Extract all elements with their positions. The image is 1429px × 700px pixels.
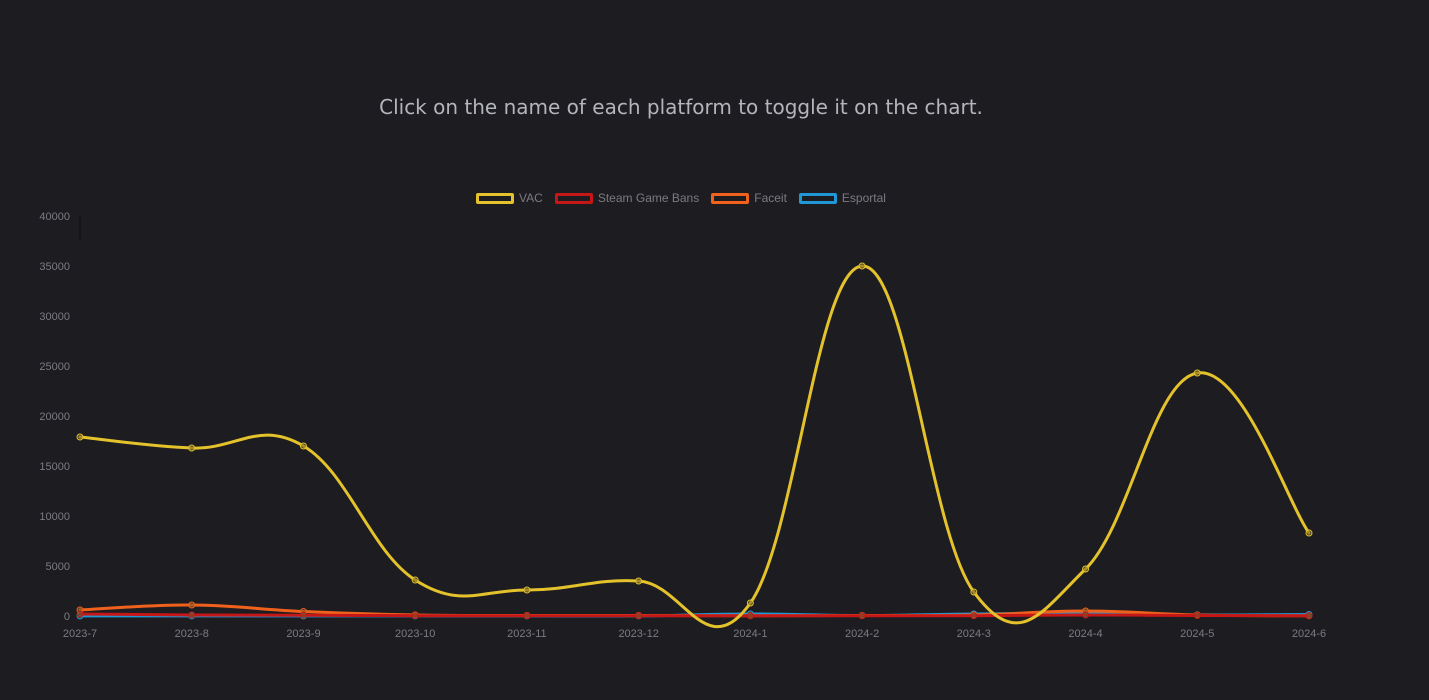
data-point-steam-game-bans[interactable] [1082, 611, 1090, 619]
legend-label-faceit: Faceit [754, 191, 787, 205]
x-axis: 2023-7 2023-8 2023-9 2023-10 2023-11 2023-12 2… [63, 628, 1326, 640]
data-point-vac[interactable] [635, 577, 643, 585]
y-tick-label: 0 [64, 611, 70, 623]
y-tick-label: 5000 [46, 561, 70, 573]
series-vac [76, 262, 1313, 629]
series-line-vac [78, 264, 1311, 629]
x-tick-label: 2024-3 [957, 628, 991, 640]
x-tick-label: 2024-6 [1292, 628, 1326, 640]
data-point-steam-game-bans[interactable] [411, 612, 419, 620]
y-tick-label: 25000 [39, 361, 70, 373]
data-point-vac[interactable] [1193, 369, 1201, 377]
data-point-steam-game-bans[interactable] [76, 610, 84, 618]
data-point-steam-game-bans[interactable] [299, 611, 307, 619]
x-tick-label: 2023-11 [507, 628, 547, 640]
x-tick-label: 2024-2 [845, 628, 879, 640]
legend-swatch-vac [476, 192, 515, 204]
data-point-steam-game-bans[interactable] [188, 611, 196, 619]
series-layer [76, 262, 1313, 629]
legend-label-vac: VAC [519, 191, 543, 205]
data-point-vac[interactable] [858, 262, 866, 270]
legend-swatch-steam-game-bans [554, 192, 593, 204]
chart-legend: VAC Steam Game Bans Faceit Esportal [0, 191, 1362, 205]
data-point-vac[interactable] [76, 433, 84, 441]
x-tick-label: 2024-5 [1180, 628, 1214, 640]
x-tick-label: 2023-8 [175, 628, 209, 640]
x-tick-label: 2024-4 [1068, 628, 1102, 640]
x-tick-label: 2023-9 [286, 628, 320, 640]
y-tick-label: 20000 [39, 411, 70, 423]
chart-instruction: Click on the name of each platform to to… [379, 95, 983, 119]
data-point-steam-game-bans[interactable] [858, 612, 866, 620]
legend-item-faceit[interactable]: Faceit [711, 191, 787, 205]
y-tick-label: 35000 [39, 261, 70, 273]
data-point-vac[interactable] [523, 586, 531, 594]
y-tick-label: 40000 [39, 211, 70, 223]
x-tick-label: 2023-12 [618, 628, 658, 640]
legend-item-esportal[interactable]: Esportal [798, 191, 886, 205]
x-tick-label: 2023-7 [63, 628, 97, 640]
data-point-steam-game-bans[interactable] [1305, 612, 1313, 620]
y-tick-label: 15000 [39, 461, 70, 473]
x-tick-label: 2023-10 [395, 628, 435, 640]
legend-swatch-faceit [711, 192, 750, 204]
data-point-vac[interactable] [1305, 529, 1313, 537]
data-point-vac[interactable] [970, 588, 978, 596]
data-point-vac[interactable] [299, 442, 307, 450]
data-point-vac[interactable] [411, 576, 419, 584]
legend-item-steam-game-bans[interactable]: Steam Game Bans [554, 191, 700, 205]
data-point-steam-game-bans[interactable] [1193, 612, 1201, 619]
data-point-steam-game-bans[interactable] [746, 612, 754, 620]
x-tick-label: 2024-1 [733, 628, 767, 640]
y-tick-label: 30000 [39, 311, 70, 323]
data-point-steam-game-bans[interactable] [523, 612, 531, 620]
y-axis: 0 5000 10000 15000 20000 25000 30000 35000 40000 [39, 211, 81, 623]
legend-swatch-esportal [798, 192, 837, 204]
legend-label-esportal: Esportal [841, 191, 886, 205]
data-point-faceit[interactable] [188, 601, 196, 609]
data-point-vac[interactable] [1082, 565, 1090, 573]
data-point-vac[interactable] [746, 599, 754, 607]
data-point-vac[interactable] [188, 444, 196, 452]
data-point-steam-game-bans[interactable] [970, 612, 978, 620]
data-point-steam-game-bans[interactable] [635, 612, 643, 620]
legend-item-vac[interactable]: VAC [476, 191, 543, 205]
y-tick-label: 10000 [39, 511, 70, 523]
legend-label-steam-game-bans: Steam Game Bans [597, 191, 700, 205]
